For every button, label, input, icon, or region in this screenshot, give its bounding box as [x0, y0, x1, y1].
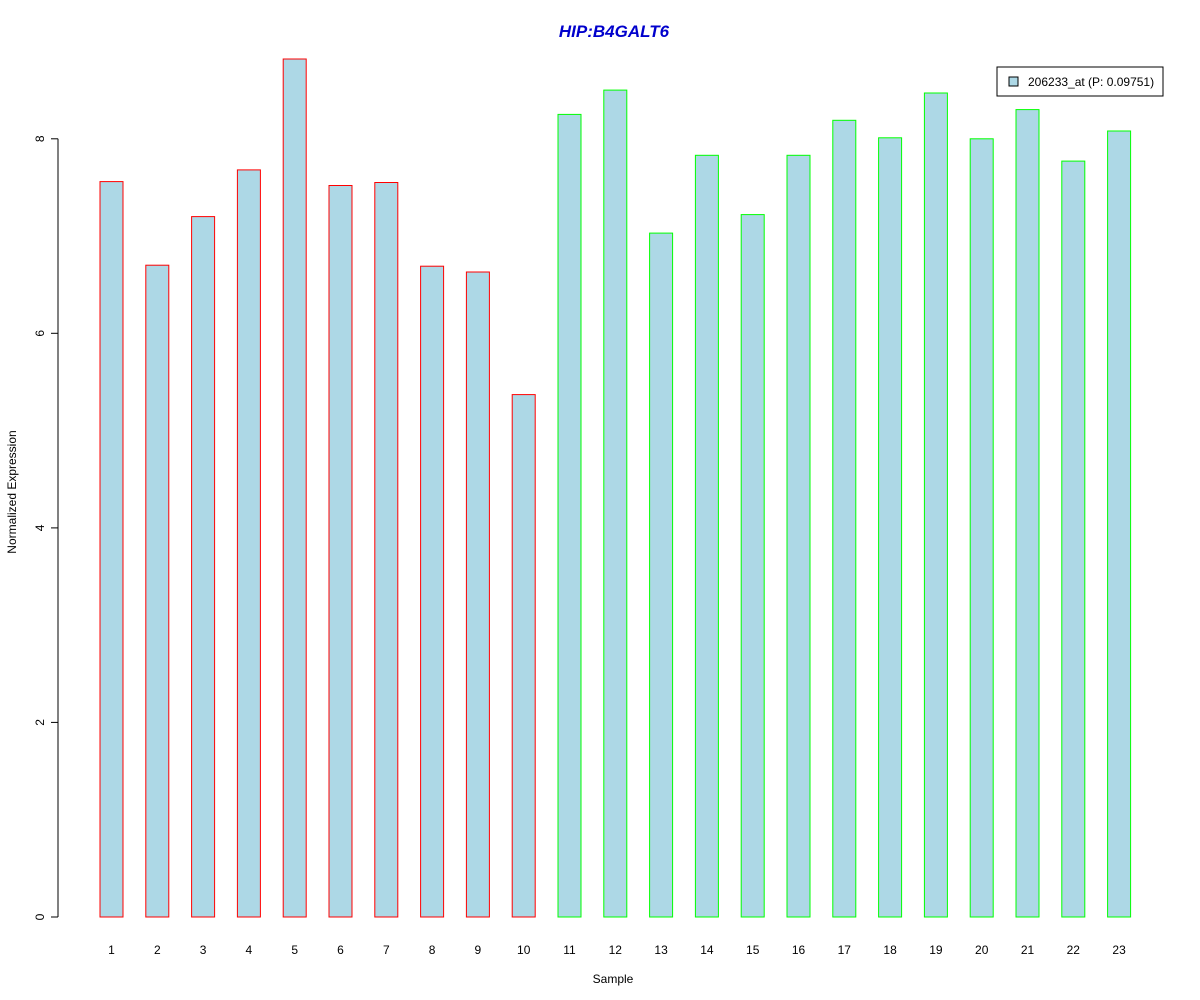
x-tick-label-16: 16: [792, 943, 806, 957]
y-tick-label-6: 6: [33, 330, 47, 337]
x-tick-label-3: 3: [200, 943, 207, 957]
x-tick-label-20: 20: [975, 943, 989, 957]
x-tick-label-12: 12: [609, 943, 623, 957]
y-tick-label-0: 0: [33, 913, 47, 920]
bar-sample-3: [191, 216, 216, 918]
y-axis: 0 2 4 6 8: [33, 135, 59, 920]
chart-title: HIP:B4GALT6: [559, 22, 670, 41]
x-tick-label-17: 17: [838, 943, 852, 957]
x-tick-label-7: 7: [383, 943, 390, 957]
x-tick-label-21: 21: [1021, 943, 1035, 957]
x-tick-label-6: 6: [337, 943, 344, 957]
x-tick-label-13: 13: [654, 943, 668, 957]
x-tick-label-19: 19: [929, 943, 943, 957]
bar-sample-14: [694, 154, 719, 918]
legend: 206233_at (P: 0.09751): [996, 66, 1164, 97]
bar-sample-6: [328, 185, 353, 918]
bar-sample-11: [557, 113, 582, 918]
bar-sample-21: [1015, 109, 1040, 918]
bar-sample-23: [1107, 130, 1132, 918]
bar-sample-18: [878, 137, 903, 918]
bar-sample-7: [374, 182, 399, 918]
bar-sample-13: [649, 232, 674, 918]
bar-sample-1: [99, 181, 124, 918]
x-tick-label-14: 14: [700, 943, 714, 957]
y-tick-label-2: 2: [33, 719, 47, 726]
x-tick-label-5: 5: [291, 943, 298, 957]
bar-sample-2: [145, 264, 170, 918]
bar-sample-16: [786, 154, 811, 918]
x-tick-label-9: 9: [475, 943, 482, 957]
x-tick-label-11: 11: [563, 943, 576, 957]
x-tick-label-2: 2: [154, 943, 161, 957]
y-axis-label: Normalized Expression: [5, 430, 19, 553]
bar-sample-12: [603, 89, 628, 918]
x-tick-label-15: 15: [746, 943, 760, 957]
bar-sample-19: [923, 92, 948, 918]
bar-sample-10: [511, 394, 536, 918]
bar-sample-8: [420, 265, 445, 918]
x-tick-label-22: 22: [1067, 943, 1081, 957]
bar-sample-20: [969, 138, 994, 918]
bar-sample-5: [282, 58, 307, 918]
bar-sample-15: [740, 214, 765, 918]
x-tick-label-8: 8: [429, 943, 436, 957]
x-tick-label-4: 4: [246, 943, 253, 957]
legend-label: 206233_at (P: 0.09751): [1028, 75, 1154, 89]
bar-sample-9: [465, 271, 490, 918]
x-tick-label-1: 1: [108, 943, 115, 957]
x-tick-label-18: 18: [883, 943, 897, 957]
x-axis-label: Sample: [593, 972, 634, 986]
x-tick-label-10: 10: [517, 943, 531, 957]
y-tick-label-8: 8: [33, 135, 47, 142]
bar-sample-22: [1061, 160, 1086, 918]
bar-sample-17: [832, 119, 857, 918]
x-tick-label-23: 23: [1112, 943, 1126, 957]
legend-box: [996, 66, 1164, 97]
bar-sample-4: [236, 169, 261, 918]
x-tick-labels: 1 2 3 4 5 6 7 8 9 10 11 12 13 14 15 16 17 18 19 20 21 22 23: [108, 943, 1126, 957]
bars-group: [99, 58, 1132, 918]
y-tick-label-4: 4: [33, 524, 47, 531]
legend-swatch: [1008, 76, 1019, 87]
